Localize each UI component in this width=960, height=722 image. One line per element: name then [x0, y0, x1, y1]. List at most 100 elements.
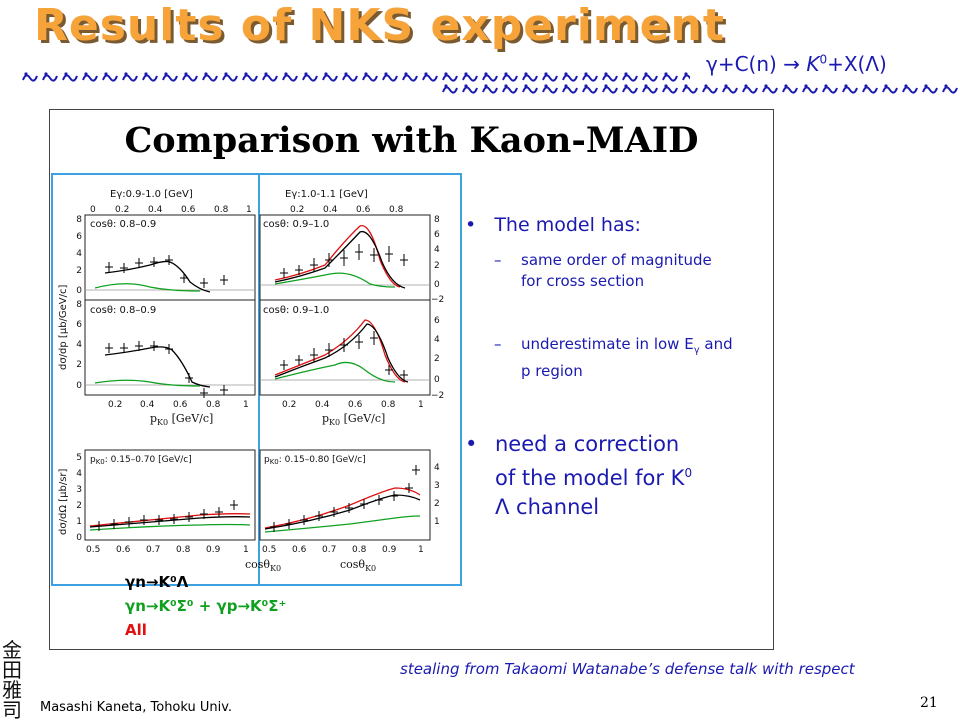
legend-sigma: γn→K⁰Σ⁰ + γp→K⁰Σ⁺: [125, 597, 287, 615]
legend-all: All: [125, 621, 147, 639]
svg-text:0.8: 0.8: [352, 545, 367, 555]
curve-tl-all: [104, 260, 211, 293]
page-number: 21: [920, 695, 938, 711]
panel-label-r1-left: cosθ: 0.8–0.9: [90, 219, 156, 230]
tick-top-0: 0: [90, 205, 96, 215]
svg-text:2: 2: [434, 354, 440, 364]
decorative-band-lower: [440, 84, 960, 98]
legend: γn→K⁰Λ γn→K⁰Σ⁰ + γp→K⁰Σ⁺ All: [125, 570, 286, 642]
credit-note: stealing from Takaomi Watanabe’s defense…: [400, 660, 855, 678]
reaction-kaon: K: [806, 52, 820, 76]
svg-text:0.2: 0.2: [108, 400, 122, 410]
seal-signature: 金 田 雅 司: [2, 638, 22, 722]
data-points: [105, 244, 408, 398]
svg-text:1: 1: [76, 517, 82, 527]
svg-text:5: 5: [76, 453, 82, 463]
reaction-formula: γ+C(n) → K0+X(Λ): [706, 52, 887, 76]
bullet-2: • need a correction of the model for K0 …: [465, 430, 765, 522]
curve-bl-green: [89, 523, 251, 531]
svg-text:1: 1: [434, 517, 440, 527]
curves-top: [94, 225, 406, 293]
svg-text:−2: −2: [431, 295, 444, 305]
legend-lambda: γn→K⁰Λ: [125, 573, 189, 591]
left-column-frame: [51, 173, 260, 586]
svg-text:3: 3: [434, 481, 440, 491]
svg-text:1: 1: [418, 400, 424, 410]
svg-text:0.5: 0.5: [86, 545, 100, 555]
reaction-lead: γ+C(n) →: [706, 52, 807, 76]
svg-text:0.7: 0.7: [322, 545, 336, 555]
svg-text:−2: −2: [431, 391, 444, 401]
curve-br-black: [264, 494, 421, 530]
curve-bl-red: [89, 513, 251, 527]
tick-top-9: 0.8: [389, 205, 404, 215]
x-ticks-bottom: 0.5 0.6 0.7 0.8 0.9 1 0.5 0.6 0.7 0.8 0.…: [86, 545, 424, 555]
bullet-1-text: The model has:: [494, 214, 641, 236]
curve-ml-sigma: [94, 379, 201, 387]
y-ticks-mid-left: 8 6 4 2 0: [76, 300, 82, 391]
svg-text:8: 8: [76, 215, 82, 225]
curve-br-red: [264, 487, 421, 529]
tick-top-7: 0.4: [323, 205, 338, 215]
svg-text:6: 6: [434, 316, 440, 326]
sub-bullet-2-gamma: γ: [693, 345, 700, 356]
panel-head-right: Eγ:1.0-1.1 [GeV]: [285, 189, 368, 200]
curve-tr-black: [274, 230, 406, 289]
tick-top-1: 0.2: [115, 205, 129, 215]
svg-text:0: 0: [76, 381, 82, 391]
top-tick-labels: 0 0.2 0.4 0.6 0.8 1 0.2 0.4 0.6 0.8: [90, 205, 404, 215]
curve-br-green: [264, 515, 421, 533]
svg-text:2: 2: [76, 360, 82, 370]
curve-mr-green: [274, 361, 396, 383]
sub-bullet-2-rest: and p region: [521, 335, 733, 380]
svg-text:0.7: 0.7: [146, 545, 160, 555]
svg-text:0.2: 0.2: [282, 400, 296, 410]
sub-bullet-1-text: same order of magnitude for cross sectio…: [521, 251, 712, 290]
svg-text:2: 2: [434, 499, 440, 509]
right-column-frame: [258, 173, 462, 586]
svg-text:2: 2: [434, 261, 440, 271]
y-ticks-top-left: 8 6 4 2 0: [76, 215, 82, 296]
x-ticks-mid: 0.2 0.4 0.6 0.8 1 0.2 0.4 0.6 0.8 1: [108, 400, 424, 410]
svg-text:0.6: 0.6: [348, 400, 363, 410]
reaction-kaon-sup: 0: [819, 52, 828, 67]
comparison-plot: Eγ:0.9-1.0 [GeV] Eγ:1.0-1.1 [GeV] 0 0.2 …: [51, 173, 462, 586]
svg-text:0.8: 0.8: [176, 545, 191, 555]
figure-title: Comparison with Kaon-MAID: [124, 120, 699, 161]
author-footer: Masashi Kaneta, Tohoku Univ.: [40, 700, 233, 715]
svg-text:0.6: 0.6: [116, 545, 131, 555]
curves-mid: [94, 319, 409, 388]
xlabel-bottom: cosθK0: [245, 558, 281, 573]
ylabel-top: dσ/dp [μb/GeV/c]: [58, 284, 69, 370]
curve-tr-green: [274, 272, 396, 288]
bullet-2-text: need a correction of the model for K0 Λ …: [495, 432, 693, 519]
y-ticks-top-right: 8 6 4 2 0 −2: [431, 215, 444, 305]
svg-text:4: 4: [76, 469, 82, 479]
ylabel-bottom: dσ/dΩ [μb/sr]: [58, 468, 69, 535]
svg-text:0.6: 0.6: [173, 400, 188, 410]
reaction-tail: +X(Λ): [827, 52, 887, 76]
svg-text:4: 4: [434, 335, 440, 345]
curve-bl-black: [89, 516, 251, 528]
svg-text:8: 8: [434, 215, 440, 225]
svg-text:1: 1: [243, 545, 249, 555]
curve-mr-red: [274, 319, 406, 383]
svg-text:0.4: 0.4: [140, 400, 155, 410]
y-ticks-mid-right: 6 4 2 0 −2: [431, 316, 444, 401]
tick-top-6: 0.2: [290, 205, 304, 215]
sub-bullet-2-text: underestimate in low E: [521, 335, 694, 353]
panel-label-r3-right: pK0: 0.15–0.80 [GeV/c]: [264, 455, 366, 466]
svg-text:3: 3: [76, 485, 82, 495]
tick-top-4: 0.8: [214, 205, 229, 215]
svg-text:0.8: 0.8: [206, 400, 221, 410]
sub-bullet-1: – same order of magnitude for cross secti…: [494, 251, 712, 290]
svg-text:1: 1: [243, 400, 249, 410]
svg-text:0: 0: [76, 533, 82, 543]
sub-bullet-2: – underestimate in low Eγ and p region: [494, 335, 733, 380]
y-ticks-bottom-left: 5 4 3 2 1 0: [76, 453, 82, 543]
curve-tl-sigma: [94, 283, 201, 292]
slide-title: Results of NKS experiment: [34, 0, 725, 51]
svg-text:0: 0: [434, 375, 440, 385]
svg-text:0: 0: [434, 280, 440, 290]
svg-text:6: 6: [76, 320, 82, 330]
